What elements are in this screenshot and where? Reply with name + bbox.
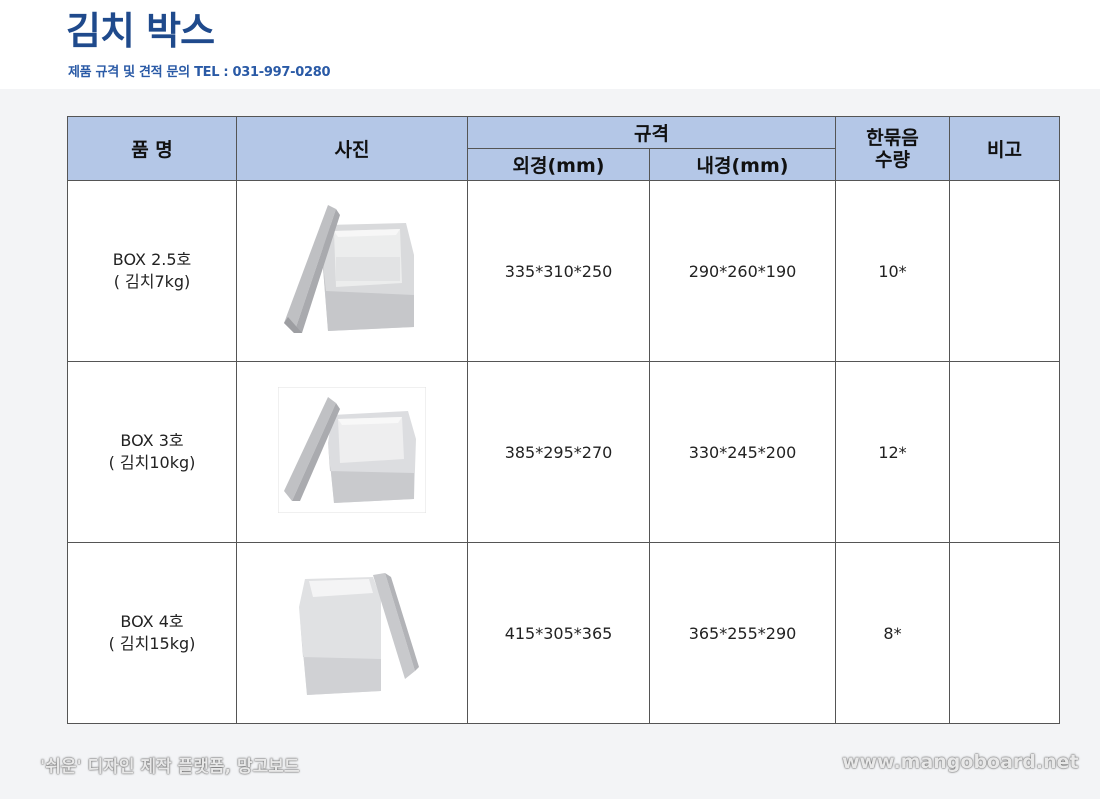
product-photo-cell	[236, 180, 468, 362]
page-title: 김치 박스	[66, 9, 215, 53]
product-name: BOX 2.5호	[112, 250, 192, 269]
header-qty: 한묶음 수량	[835, 116, 950, 181]
table-row: BOX 3호 ( 김치10kg) 385*295*270 330*245*200…	[67, 361, 1060, 543]
footer-website-link[interactable]: www.mangoboard.net	[842, 751, 1079, 773]
contact-subtitle: 제품 규격 및 견적 문의 TEL : 031-997-0280	[68, 65, 331, 80]
inner-dimension: 365*255*290	[649, 542, 836, 724]
header-qty-line2: 수량	[875, 148, 910, 171]
product-capacity: ( 김치15kg)	[108, 634, 196, 653]
outer-dimension: 385*295*270	[467, 361, 650, 543]
product-name-cell: BOX 4호 ( 김치15kg)	[67, 542, 237, 724]
table-row: BOX 4호 ( 김치15kg) 415*305*365 365*255*290…	[67, 542, 1060, 724]
styrofoam-box-image	[276, 195, 428, 343]
header-note: 비고	[949, 116, 1060, 181]
product-capacity: ( 김치7kg)	[113, 272, 191, 291]
bundle-quantity: 10*	[835, 180, 950, 362]
bundle-quantity: 12*	[835, 361, 950, 543]
header-inner: 내경(mm)	[649, 148, 836, 181]
header-spec: 규격	[467, 116, 836, 149]
table-row: BOX 2.5호 ( 김치7kg) 335*310*250 290*260*19…	[67, 180, 1060, 362]
inner-dimension: 290*260*190	[649, 180, 836, 362]
inner-dimension: 330*245*200	[649, 361, 836, 543]
header-outer: 외경(mm)	[467, 148, 650, 181]
page-header: 김치 박스 제품 규격 및 견적 문의 TEL : 031-997-0280	[0, 0, 1100, 89]
product-capacity: ( 김치10kg)	[108, 453, 196, 472]
outer-dimension: 335*310*250	[467, 180, 650, 362]
styrofoam-box-image	[278, 387, 426, 513]
styrofoam-box-image	[277, 563, 427, 699]
note-cell	[949, 180, 1060, 362]
product-name-cell: BOX 3호 ( 김치10kg)	[67, 361, 237, 543]
product-photo-cell	[236, 361, 468, 543]
header-qty-line1: 한묶음	[866, 126, 919, 149]
bundle-quantity: 8*	[835, 542, 950, 724]
header-row: 품 명 사진 규격 한묶음 수량 비고	[67, 116, 1060, 181]
outer-dimension: 415*305*365	[467, 542, 650, 724]
note-cell	[949, 361, 1060, 543]
header-name: 품 명	[67, 116, 237, 181]
header-photo: 사진	[236, 116, 468, 181]
product-name: BOX 4호	[120, 612, 184, 631]
subheader-row: 외경(mm) 내경(mm)	[68, 148, 1060, 181]
spec-table: 품 명 사진 규격 한묶음 수량 비고 외경(mm) 내경(mm) BOX 2.…	[67, 116, 1060, 724]
product-name: BOX 3호	[120, 431, 184, 450]
note-cell	[949, 542, 1060, 724]
product-photo-cell	[236, 542, 468, 724]
product-name-cell: BOX 2.5호 ( 김치7kg)	[67, 180, 237, 362]
footer-slogan: '쉬운' 디자인 제작 플랫폼, 망고보드	[40, 757, 300, 777]
